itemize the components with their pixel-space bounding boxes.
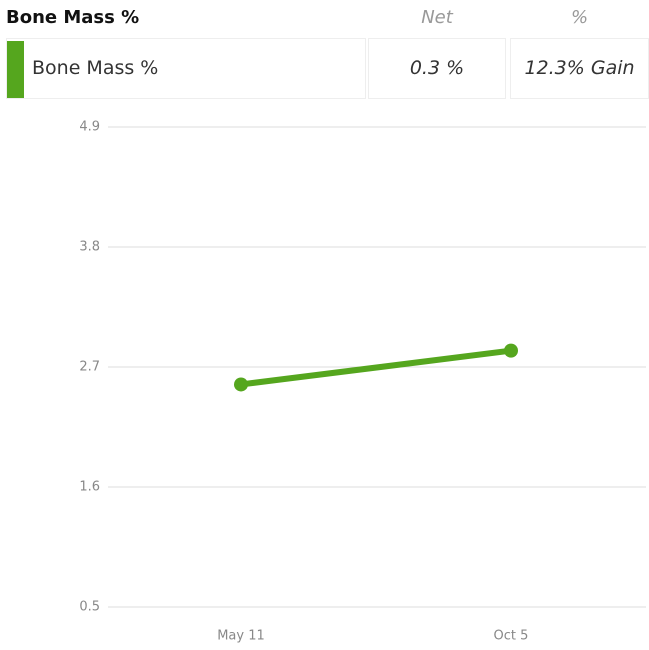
table-cell: 0.3 % (368, 38, 506, 99)
color-swatch (7, 41, 24, 98)
x-tick-label: May 11 (217, 629, 265, 644)
column-header: Net (421, 7, 453, 28)
table-cell: Bone Mass % (6, 38, 366, 99)
table-title: Bone Mass % (6, 7, 140, 28)
y-tick-label: 3.8 (79, 240, 100, 255)
y-tick-label: 2.7 (79, 360, 100, 375)
point (504, 343, 518, 358)
y-tick-label: 0.5 (79, 600, 100, 615)
row-label: Bone Mass % (32, 57, 159, 79)
y-tick-label: 4.9 (79, 120, 100, 135)
y-tick-label: 1.6 (79, 480, 100, 495)
x-tick-label: Oct 5 (494, 629, 529, 644)
column-header: % (570, 7, 589, 28)
line (238, 347, 514, 388)
point (234, 377, 248, 392)
